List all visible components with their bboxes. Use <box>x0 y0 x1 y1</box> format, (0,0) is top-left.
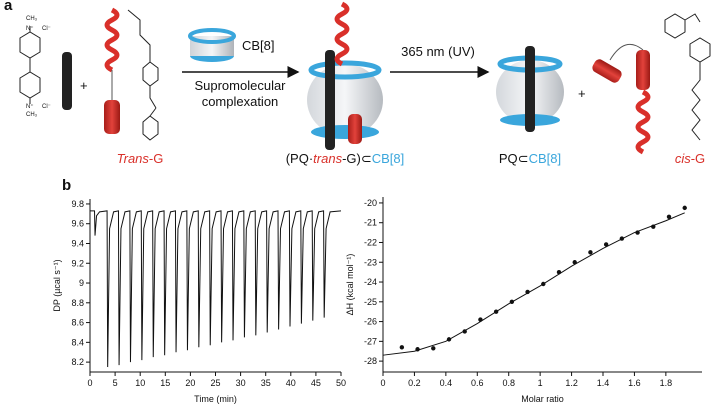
y-tick-label: 8.4 <box>71 337 84 347</box>
x-tick-label: 50 <box>336 378 346 388</box>
x-tick-label: 0.4 <box>440 378 453 388</box>
x-tick-label: 15 <box>160 378 170 388</box>
pq-atom: N⁺ <box>26 103 34 110</box>
product-label: PQ⊂CB[8] <box>499 151 561 166</box>
x-tick-label: 25 <box>210 378 220 388</box>
x-tick-label: 0.6 <box>471 378 484 388</box>
x-tick-label: 30 <box>236 378 246 388</box>
x-tick-label: 0 <box>87 378 92 388</box>
data-point <box>399 345 405 350</box>
y-tick-label: 9.8 <box>71 199 84 209</box>
y-axis-label: ΔH (kcal mol⁻¹) <box>345 254 355 316</box>
plus: + <box>80 78 88 93</box>
complex-label: (PQ·trans-G)⊂CB[8] <box>286 151 405 166</box>
label-part: CB[8] <box>529 151 562 166</box>
complex <box>307 1 383 150</box>
label-part: -G <box>691 151 705 166</box>
cis-g-label: cis-G <box>675 151 705 166</box>
pq-atom: Cl⁻ <box>42 26 51 32</box>
y-tick-label: 9 <box>79 278 84 288</box>
plus: + <box>578 86 586 101</box>
y-tick-label: 8.2 <box>71 357 84 367</box>
y-axis-label: DP (µcal s⁻¹) <box>52 259 62 311</box>
x-tick-label: 1.4 <box>597 378 610 388</box>
y-tick-label: -28 <box>364 356 377 366</box>
cis-guest <box>592 13 711 155</box>
step-label: complexation <box>202 94 279 109</box>
data-line <box>382 212 685 356</box>
x-tick-label: 45 <box>311 378 321 388</box>
y-tick-label: -27 <box>364 336 377 346</box>
label-part: trans <box>313 151 342 166</box>
y-tick-label: -25 <box>364 297 377 307</box>
x-tick-label: 0 <box>380 378 385 388</box>
x-axis-label: Time (min) <box>194 394 237 404</box>
label-part: CB[8] <box>372 151 405 166</box>
x-tick-label: 40 <box>286 378 296 388</box>
label-part: -G)⊂ <box>342 151 372 166</box>
data-point <box>603 242 609 247</box>
data-point <box>431 346 436 351</box>
x-tick-label: 35 <box>261 378 271 388</box>
y-tick-label: -22 <box>364 237 377 247</box>
cb8-label: CB[8] <box>242 38 275 53</box>
product <box>496 46 564 132</box>
guest-cylinder <box>104 100 120 134</box>
label-part: Trans <box>117 151 150 166</box>
x-tick-label: 1 <box>538 378 543 388</box>
y-tick-label: -23 <box>364 257 377 267</box>
x-tick-label: 5 <box>113 378 118 388</box>
pq-rod <box>62 52 72 110</box>
y-tick-label: 8.6 <box>71 318 84 328</box>
pq-atom: Cl⁻ <box>42 104 51 110</box>
cb8-ring <box>188 28 236 62</box>
x-tick-label: 1.6 <box>628 378 641 388</box>
x-tick-label: 1.8 <box>660 378 673 388</box>
y-tick-label: 9.4 <box>71 238 84 248</box>
x-tick-label: 20 <box>185 378 195 388</box>
x-tick-label: 0.2 <box>408 378 421 388</box>
pq-atom: CH₃ <box>26 16 38 22</box>
label-part: -G <box>149 151 163 166</box>
pq-structure <box>19 26 41 104</box>
y-tick-label: -26 <box>364 317 377 327</box>
step-label: 365 nm (UV) <box>401 44 475 59</box>
y-tick-label: 9.6 <box>71 219 84 229</box>
x-tick-label: 0.8 <box>502 378 515 388</box>
x-axis-label: Molar ratio <box>521 394 564 404</box>
step-label: Supromolecular <box>194 78 286 93</box>
trans-g-label: Trans-G <box>117 151 164 166</box>
y-tick-label: 8.8 <box>71 298 84 308</box>
scheme: a N⁺ CH₃ Cl⁻ N⁺ CH₃ Cl⁻ + Trans-G CB[8] … <box>4 0 711 166</box>
y-tick-label: 9.2 <box>71 258 84 268</box>
data-point <box>666 214 672 219</box>
pq-atom: N⁺ <box>26 25 34 32</box>
y-tick-label: -20 <box>364 198 377 208</box>
label-part: cis <box>675 151 691 166</box>
y-tick-label: -24 <box>364 277 377 287</box>
pq-atom: CH₃ <box>26 112 38 118</box>
data-point <box>588 250 593 255</box>
label-part: (PQ· <box>286 151 313 166</box>
y-tick-label: -21 <box>364 218 377 228</box>
panel-label: b <box>62 177 71 194</box>
x-tick-label: 10 <box>135 378 145 388</box>
data-point <box>682 205 687 211</box>
data-line <box>90 210 342 368</box>
x-tick-label: 1.2 <box>565 378 578 388</box>
panel-label: a <box>4 0 13 14</box>
helix <box>104 7 120 73</box>
azobenzene <box>127 9 159 141</box>
label-part: PQ⊂ <box>499 151 529 166</box>
